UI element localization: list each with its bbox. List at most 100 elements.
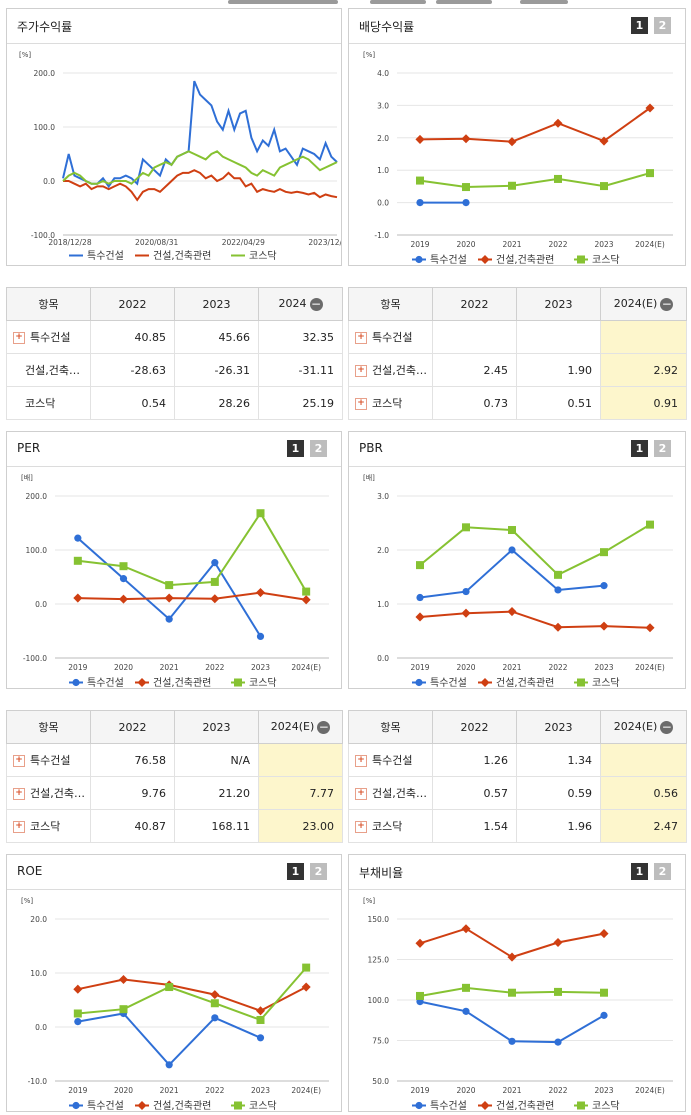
period-button-2[interactable]: 2 [654,863,671,880]
expand-icon[interactable]: + [13,821,25,833]
dividend-yield-panel: 배당수익률 1 2 [%] 4.0 3.0 2.0 1.0 0.0 -1.0 2019 2020… [348,8,686,266]
cell: 25.19 [258,386,343,420]
x-tick-label: 2020 [456,240,475,249]
cell: 28.26 [174,386,259,420]
collapse-icon[interactable]: − [660,296,674,311]
x-tick-label: 2020 [114,663,133,672]
series [416,546,608,602]
x-tick-label: 2021 [160,663,179,672]
legend-label: 건설,건축관련 [496,254,554,265]
per-panel: PER 1 2 [배] 200.0 100.0 0.0 -100.0 2019 2020 20… [6,431,342,689]
point-marker [137,1100,147,1111]
point-marker [600,1011,608,1019]
cell: 0.73 [432,386,517,420]
dividend-yield-chart: [%] 4.0 3.0 2.0 1.0 0.0 -1.0 2019 2020 2021 2022 20… [363,51,673,265]
row-name: + 특수건설 [348,320,433,354]
legend-label: 특수건설 [430,254,467,265]
period-button-2[interactable]: 2 [310,863,327,880]
series [415,924,609,962]
point-marker [415,938,425,948]
point-marker [577,255,585,264]
col-header: 2024(E) − [600,287,687,321]
expand-icon[interactable]: + [355,788,367,800]
point-marker [554,174,562,183]
period-button-2[interactable]: 2 [654,17,671,34]
point-marker [164,593,174,603]
collapse-icon[interactable]: − [660,719,674,734]
row-label: 특수건설 [30,331,71,344]
point-marker [554,1038,562,1046]
col-header: 2022 [432,710,517,744]
period-button-1[interactable]: 1 [287,440,304,457]
collapse-icon[interactable]: − [309,296,323,311]
row-label: 건설,건축… [30,787,85,800]
x-tick-label: 2022 [548,1086,567,1095]
col-header-label: 2024(E) [613,720,658,734]
point-marker [554,570,562,579]
period-button-1[interactable]: 1 [287,863,304,880]
expand-icon[interactable]: + [355,398,367,410]
legend-item: 특수건설 [412,677,467,688]
series [73,509,311,596]
y-tick-label: 0.0 [377,199,389,208]
pbr-table: 항목 2022 2023 2024(E) − + 특수건설 1.26 1.34 + 건… [348,710,687,843]
expand-icon[interactable]: + [355,365,367,377]
x-tick-label: 2022 [205,1086,224,1095]
period-button-1[interactable]: 1 [631,863,648,880]
expand-icon[interactable]: + [355,755,367,767]
panel-title: PBR [359,441,383,455]
expand-icon[interactable]: + [13,788,25,800]
point-marker [462,183,470,192]
point-marker [234,1101,242,1110]
row-name: + 건설,건축… [6,776,91,810]
point-marker [553,622,563,632]
y-tick-label: 10.0 [30,969,47,978]
series-line [77,966,307,1022]
point-marker [416,199,424,207]
row-label: 건설,건축… [372,364,427,377]
table-row: 건설,건축… -28.63 -26.31 -31.11 [6,353,343,387]
legend-item: 코스닥 [231,250,277,262]
table-header-row: 항목 2022 2023 2024(E) − [6,710,343,744]
point-marker [646,169,654,178]
collapse-icon[interactable]: − [317,719,331,734]
panel-header: 주가수익률 [7,9,341,44]
point-marker [165,615,173,623]
period-button-2[interactable]: 2 [654,440,671,457]
period-button-1[interactable]: 1 [631,17,648,34]
x-tick-label: 2023 [251,663,270,672]
point-marker [118,594,129,604]
expand-icon[interactable]: + [355,821,367,833]
roe-panel: ROE 1 2 [%] 20.0 10.0 0.0 -10.0 2019 2020 2021 2… [6,854,342,1112]
legend-label: 특수건설 [87,250,124,262]
col-header: 항목 [348,287,433,321]
legend-item: 건설,건축관련 [478,677,554,688]
panel-title: ROE [17,864,43,878]
expand-icon[interactable]: + [13,332,25,344]
cell: 0.51 [516,386,601,420]
y-tick-label: -10.0 [28,1077,48,1086]
x-tick-label: 2023 [594,663,613,672]
expand-icon[interactable]: + [355,332,367,344]
dividend-yield-table: 항목 2022 2023 2024(E) − + 특수건설 + 건설,건축… 2.45… [348,287,687,420]
y-tick-label: 20.0 [30,915,47,924]
unit-label: [%] [21,897,33,905]
x-tick-label: 2024(E) [635,240,665,249]
cell [600,743,687,777]
expand-icon[interactable]: + [13,755,25,767]
panel-header: PBR 1 2 [349,432,685,467]
point-marker [137,677,147,688]
y-tick-label: 3.0 [377,492,389,501]
period-button-2[interactable]: 2 [310,440,327,457]
table-row: + 특수건설 [348,320,687,354]
cell: 21.20 [174,776,259,810]
point-marker [302,587,311,596]
point-marker [211,559,219,567]
y-tick-label: 50.0 [372,1077,389,1086]
period-button-1[interactable]: 1 [631,440,648,457]
row-label: 코스닥 [372,820,403,833]
row-label: 특수건설 [372,331,413,344]
col-header-label: 2024 [278,297,307,311]
pbr-chart: [배] 3.0 2.0 1.0 0.0 2019 2020 2021 2022 2023 2024(… [363,473,673,688]
cell: 40.85 [90,320,175,354]
